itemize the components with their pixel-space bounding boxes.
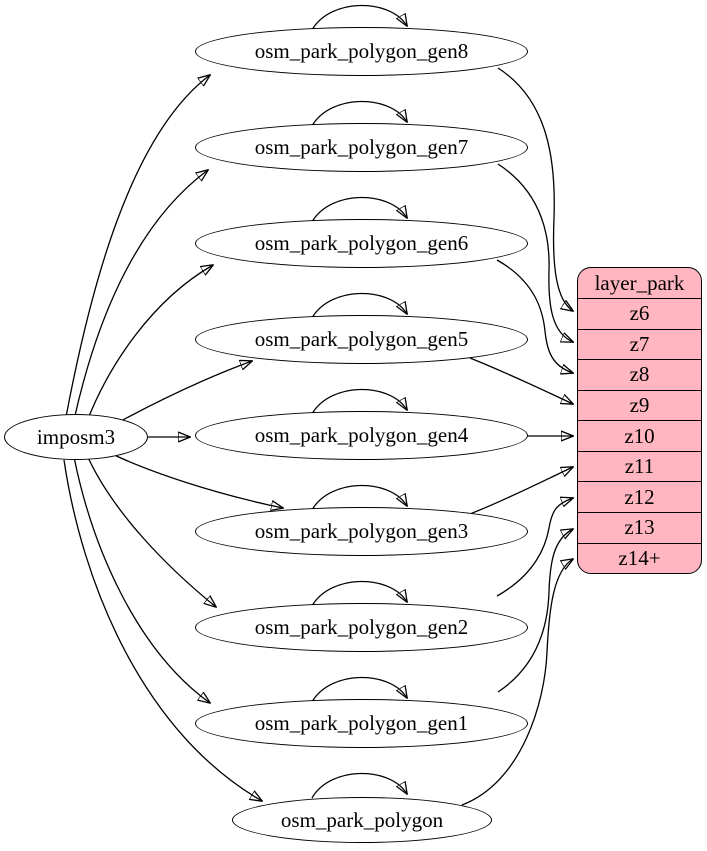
- layer-park-row-z12: z12: [578, 481, 701, 512]
- edge-imposm3-to-gen7: [73, 170, 208, 421]
- node-osm-park-polygon-gen3: osm_park_polygon_gen3: [195, 507, 528, 556]
- edge-imposm3-to-gen6: [85, 265, 213, 425]
- layer-park-row-z8: z8: [578, 359, 701, 390]
- node-osm-park-polygon-gen8: osm_park_polygon_gen8: [195, 27, 528, 76]
- node-osm-park-polygon-gen7: osm_park_polygon_gen7: [195, 123, 528, 172]
- edge-imposm3-to-polygon: [63, 459, 262, 801]
- node-osm-park-polygon-gen2: osm_park_polygon_gen2: [195, 603, 528, 652]
- edge-polygon-to-z14: [461, 559, 573, 806]
- self-loop-polygon: [311, 772, 407, 799]
- edge-imposm3-to-gen2: [85, 452, 216, 607]
- node-label: osm_park_polygon_gen7: [254, 135, 469, 159]
- self-loop-gen8: [311, 4, 407, 31]
- self-loop-gen3: [311, 484, 407, 511]
- node-osm-park-polygon-gen6: osm_park_polygon_gen6: [195, 219, 528, 268]
- edge-imposm3-to-gen8: [65, 75, 210, 418]
- node-label: osm_park_polygon_gen3: [254, 519, 469, 543]
- edge-gen1-to-z13: [497, 529, 573, 693]
- layer-park-row-z13: z13: [578, 511, 701, 543]
- layer-park-row-z10: z10: [578, 420, 701, 451]
- self-loop-gen6: [311, 196, 407, 223]
- edge-gen7-to-z7: [497, 163, 573, 342]
- node-osm-park-polygon: osm_park_polygon: [232, 797, 492, 843]
- node-osm-park-polygon-gen1: osm_park_polygon_gen1: [195, 699, 528, 748]
- self-loop-gen4: [311, 388, 407, 415]
- node-label: osm_park_polygon_gen1: [254, 711, 469, 735]
- layer-park-row-z14: z14+: [578, 542, 701, 574]
- node-imposm3-label: imposm3: [36, 424, 116, 449]
- layer-park-row-z6: z6: [578, 298, 701, 329]
- node-label: osm_park_polygon_gen6: [254, 231, 469, 255]
- layer-park-row-z11: z11: [578, 450, 701, 482]
- layer-park-title: layer_park: [594, 270, 685, 295]
- node-osm-park-polygon-gen4: osm_park_polygon_gen4: [195, 411, 528, 460]
- node-label: osm_park_polygon: [280, 807, 444, 832]
- node-label: osm_park_polygon_gen2: [254, 615, 469, 639]
- node-layer-park: layer_park z6 z7 z8 z9 z10 z11 z12 z13 z…: [577, 267, 702, 574]
- node-osm-park-polygon-gen5: osm_park_polygon_gen5: [195, 315, 528, 364]
- self-loop-gen5: [311, 292, 407, 319]
- self-loop-gen2: [311, 580, 407, 607]
- node-imposm3: imposm3: [4, 414, 148, 460]
- edge-imposm3-to-gen5: [105, 361, 252, 430]
- edge-gen3-to-z11: [469, 467, 573, 515]
- layer-park-row-z7: z7: [578, 328, 701, 360]
- node-label: osm_park_polygon_gen5: [254, 327, 469, 351]
- self-loop-gen1: [311, 676, 407, 703]
- node-label: osm_park_polygon_gen8: [254, 39, 469, 63]
- edge-imposm3-to-gen1: [73, 456, 210, 703]
- layer-park-row-z9: z9: [578, 389, 701, 421]
- self-loop-gen7: [311, 100, 407, 127]
- edge-gen5-to-z9: [469, 357, 573, 404]
- edge-imposm3-to-gen3: [105, 450, 283, 508]
- edge-gen2-to-z12: [496, 498, 573, 597]
- edge-gen8-to-z6: [497, 67, 573, 311]
- node-label: osm_park_polygon_gen4: [254, 423, 469, 447]
- edge-gen6-to-z8: [496, 259, 573, 373]
